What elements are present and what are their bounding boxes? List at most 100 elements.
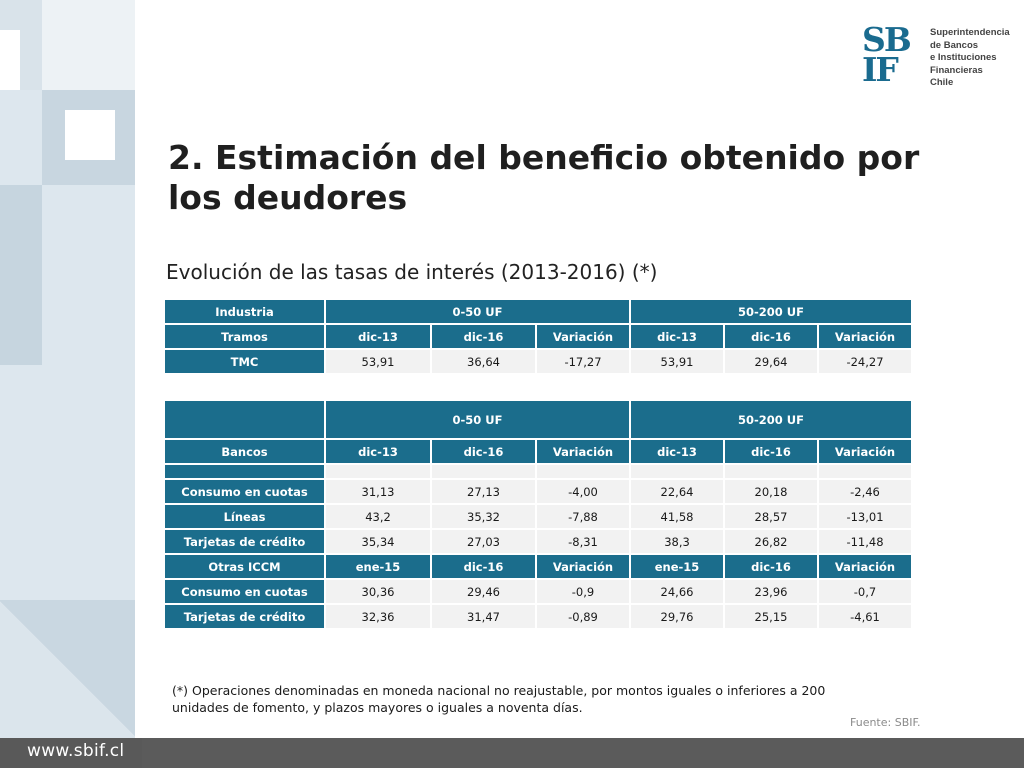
logo-line: e Instituciones — [930, 52, 997, 63]
value-cell: -0,7 — [819, 580, 911, 603]
header-cell: Variación — [537, 555, 629, 578]
industry-rates-table: Industria 0-50 UF 50-200 UF Tramos dic-1… — [163, 298, 913, 375]
header-cell: Industria — [165, 300, 324, 323]
header-cell: dic-16 — [432, 440, 535, 463]
table-row: Tarjetas de crédito 35,34 27,03 -8,31 38… — [165, 530, 911, 553]
value-cell: 29,64 — [725, 350, 817, 373]
value-cell: 38,3 — [631, 530, 723, 553]
decor-block — [65, 110, 115, 160]
table-subtitle: Evolución de las tasas de interés (2013-… — [166, 260, 658, 284]
header-cell: dic-13 — [326, 325, 430, 348]
logo-mark-bottom: IF — [862, 50, 899, 89]
value-cell: -0,89 — [537, 605, 629, 628]
header-cell: Variación — [819, 325, 911, 348]
header-cell: dic-16 — [432, 555, 535, 578]
value-cell: 35,32 — [432, 505, 535, 528]
value-cell: -4,00 — [537, 480, 629, 503]
table-header-row: Bancos dic-13 dic-16 Variación dic-13 di… — [165, 440, 911, 463]
spacer-cell — [631, 465, 723, 478]
header-cell — [165, 401, 324, 438]
header-cell: Bancos — [165, 440, 324, 463]
value-cell: 53,91 — [326, 350, 430, 373]
header-cell: 50-200 UF — [631, 300, 911, 323]
header-cell: Otras ICCM — [165, 555, 324, 578]
logo-line: de Bancos — [930, 39, 979, 51]
logo-line: Chile — [930, 77, 954, 88]
footer-url-block — [0, 738, 142, 768]
header-cell: ene-15 — [326, 555, 430, 578]
table-header-row: Industria 0-50 UF 50-200 UF — [165, 300, 911, 323]
value-cell: 32,36 — [326, 605, 430, 628]
header-cell: ene-15 — [631, 555, 723, 578]
value-cell: 27,03 — [432, 530, 535, 553]
value-cell: -13,01 — [819, 505, 911, 528]
row-label: Tarjetas de crédito — [165, 530, 324, 553]
header-cell: dic-16 — [725, 440, 817, 463]
spacer-cell — [537, 465, 629, 478]
header-cell: 0-50 UF — [326, 401, 629, 438]
header-cell: 50-200 UF — [631, 401, 911, 438]
value-cell: 29,76 — [631, 605, 723, 628]
spacer-cell — [165, 465, 324, 478]
header-cell: Variación — [537, 440, 629, 463]
header-cell: 0-50 UF — [326, 300, 629, 323]
value-cell: 31,47 — [432, 605, 535, 628]
spacer-cell — [326, 465, 430, 478]
value-cell: 24,66 — [631, 580, 723, 603]
value-cell: 29,46 — [432, 580, 535, 603]
header-cell: Tramos — [165, 325, 324, 348]
header-cell: Variación — [819, 555, 911, 578]
value-cell: 30,36 — [326, 580, 430, 603]
value-cell: 23,96 — [725, 580, 817, 603]
footer-bar — [0, 738, 1024, 768]
value-cell: -24,27 — [819, 350, 911, 373]
value-cell: 27,13 — [432, 480, 535, 503]
table-row: TMC 53,91 36,64 -17,27 53,91 29,64 -24,2… — [165, 350, 911, 373]
value-cell: 26,82 — [725, 530, 817, 553]
sbif-logo-text: Superintendencia de Bancos e Institucion… — [930, 27, 1024, 90]
value-cell: 35,34 — [326, 530, 430, 553]
decor-diagonal — [0, 600, 135, 738]
header-cell: dic-13 — [631, 440, 723, 463]
row-label: Líneas — [165, 505, 324, 528]
table-row: Consumo en cuotas 30,36 29,46 -0,9 24,66… — [165, 580, 911, 603]
header-cell: Variación — [537, 325, 629, 348]
bank-rates-table: 0-50 UF 50-200 UF Bancos dic-13 dic-16 V… — [163, 399, 913, 630]
spacer-cell — [819, 465, 911, 478]
value-cell: -8,31 — [537, 530, 629, 553]
table-row: Consumo en cuotas 31,13 27,13 -4,00 22,6… — [165, 480, 911, 503]
value-cell: 36,64 — [432, 350, 535, 373]
table-row: Tarjetas de crédito 32,36 31,47 -0,89 29… — [165, 605, 911, 628]
value-cell: 31,13 — [326, 480, 430, 503]
spacer-cell — [725, 465, 817, 478]
value-cell: 43,2 — [326, 505, 430, 528]
header-cell: dic-16 — [725, 555, 817, 578]
footnote: (*) Operaciones denominadas en moneda na… — [172, 683, 826, 715]
logo-line: Superintendencia — [930, 27, 1010, 38]
table-header-row: 0-50 UF 50-200 UF — [165, 401, 911, 438]
header-cell: dic-13 — [326, 440, 430, 463]
value-cell: -4,61 — [819, 605, 911, 628]
value-cell: -17,27 — [537, 350, 629, 373]
spacer-row — [165, 465, 911, 478]
value-cell: 25,15 — [725, 605, 817, 628]
header-cell: Variación — [819, 440, 911, 463]
value-cell: 20,18 — [725, 480, 817, 503]
value-cell: 22,64 — [631, 480, 723, 503]
value-cell: 53,91 — [631, 350, 723, 373]
row-label: Tarjetas de crédito — [165, 605, 324, 628]
value-cell: 28,57 — [725, 505, 817, 528]
row-label: Consumo en cuotas — [165, 580, 324, 603]
logo-mark-top: SB — [862, 20, 912, 59]
spacer-cell — [432, 465, 535, 478]
footer-url[interactable]: www.sbif.cl — [27, 741, 125, 761]
decor-block — [0, 30, 20, 90]
decor-block — [0, 185, 42, 365]
header-cell: dic-13 — [631, 325, 723, 348]
table-header-row: Otras ICCM ene-15 dic-16 Variación ene-1… — [165, 555, 911, 578]
decor-block — [42, 0, 135, 90]
value-cell: -11,48 — [819, 530, 911, 553]
sbif-logo-mark: SB IF — [862, 20, 922, 89]
value-cell: -7,88 — [537, 505, 629, 528]
row-label: Consumo en cuotas — [165, 480, 324, 503]
